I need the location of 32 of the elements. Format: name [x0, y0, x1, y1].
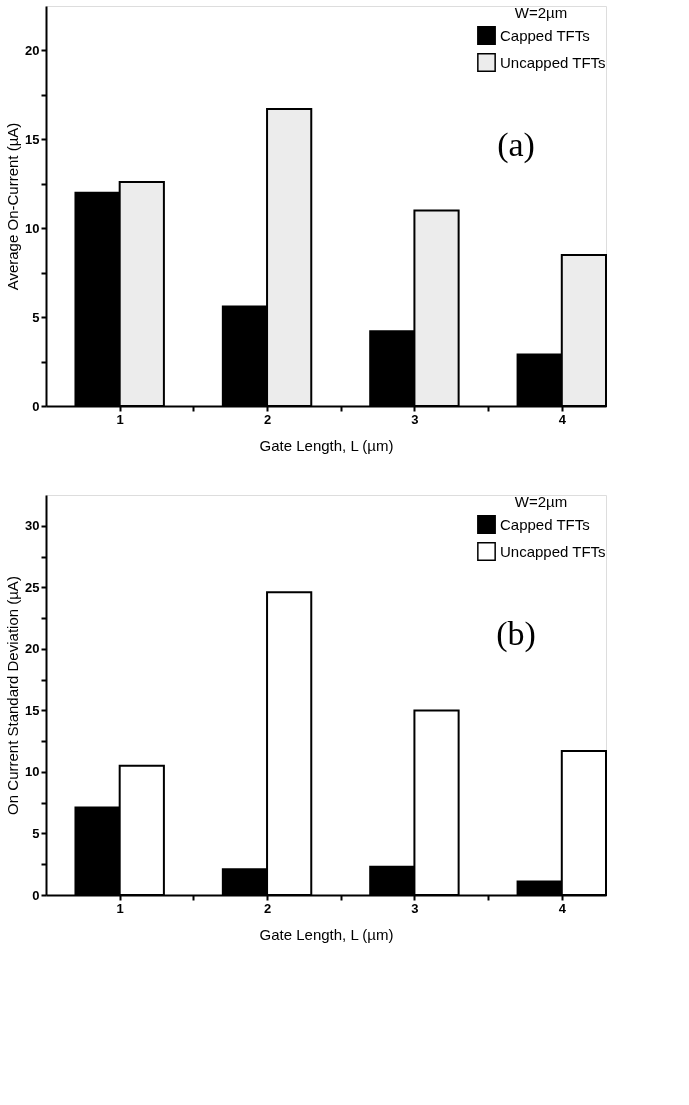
y-tick-label: 20	[25, 42, 40, 58]
y-tick-label: 10	[25, 764, 40, 780]
y-tick-label: 0	[32, 398, 40, 414]
y-tick-label: 25	[25, 579, 40, 595]
annotation: (a)	[497, 126, 535, 164]
x-tick-label: 4	[558, 411, 567, 427]
y-tick-label: 30	[25, 518, 40, 534]
x-tick-label: 4	[558, 900, 567, 916]
x-axis-title: Gate Length, L (µm)	[259, 436, 394, 454]
y-axis-title: On Current Standard Deviation (µA)	[4, 576, 22, 815]
y-tick-label: 5	[32, 309, 40, 325]
legend-label: Uncapped TFTs	[500, 542, 606, 560]
legend-title: W=2µm	[514, 4, 568, 21]
x-axis-title: Gate Length, L (µm)	[259, 925, 394, 943]
y-tick-label: 5	[32, 825, 40, 841]
y-tick-label: 15	[25, 702, 40, 718]
legend-title: W=2µm	[514, 493, 568, 510]
x-tick-label: 3	[411, 411, 419, 427]
annotation: (b)	[496, 615, 536, 653]
x-tick-label: 3	[411, 900, 419, 916]
x-tick-label: 2	[263, 900, 272, 916]
y-tick-label: 15	[25, 131, 40, 147]
y-tick-label: 10	[25, 220, 40, 236]
y-tick-label: 20	[25, 641, 40, 657]
x-tick-label: 2	[263, 411, 272, 427]
x-tick-label: 1	[116, 411, 124, 427]
y-tick-label: 0	[32, 887, 40, 903]
y-axis-title: Average On-Current (µA)	[4, 122, 22, 291]
legend-label: Uncapped TFTs	[500, 53, 606, 71]
legend-label: Capped TFTs	[500, 26, 590, 44]
legend-label: Capped TFTs	[500, 515, 590, 533]
x-tick-label: 1	[116, 900, 124, 916]
